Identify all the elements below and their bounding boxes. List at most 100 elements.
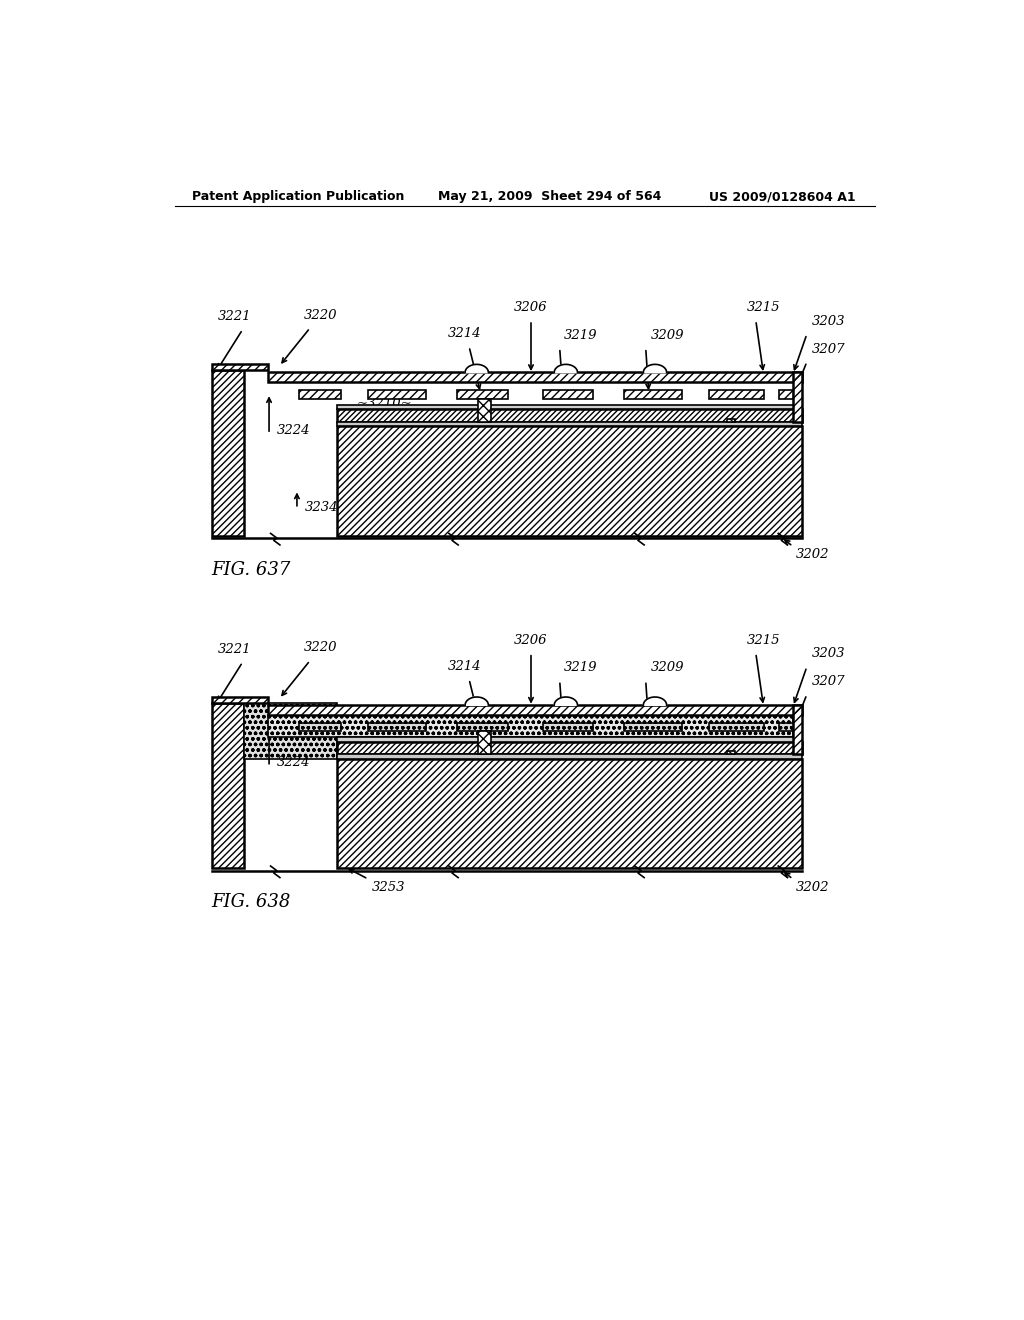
Bar — [543, 723, 593, 731]
Text: 3224: 3224 — [276, 424, 310, 437]
Bar — [212, 364, 267, 370]
Text: 3215: 3215 — [746, 301, 780, 314]
Text: 3234: 3234 — [305, 500, 338, 513]
Text: US 2009/0128604 A1: US 2009/0128604 A1 — [710, 190, 856, 203]
Text: 3203: 3203 — [812, 314, 845, 327]
Bar — [779, 723, 793, 731]
Text: 3209: 3209 — [650, 661, 684, 675]
Polygon shape — [643, 697, 667, 705]
Bar — [337, 426, 802, 536]
Bar — [245, 702, 337, 759]
Polygon shape — [554, 697, 578, 705]
Bar — [337, 405, 802, 409]
Text: 3224: 3224 — [276, 756, 310, 770]
Bar — [299, 723, 341, 731]
Bar — [624, 391, 682, 399]
Bar — [267, 372, 802, 383]
Bar — [624, 723, 682, 731]
Bar — [299, 391, 341, 399]
Text: 3219: 3219 — [563, 329, 597, 342]
Text: ~3210~: ~3210~ — [356, 397, 413, 409]
Bar — [624, 723, 682, 731]
Text: FIG. 638: FIG. 638 — [212, 894, 291, 911]
Bar — [458, 391, 508, 399]
Bar — [710, 391, 764, 399]
Text: 3207: 3207 — [812, 342, 845, 355]
Bar — [212, 364, 267, 370]
Bar — [369, 723, 426, 731]
Text: 3221: 3221 — [218, 310, 252, 323]
Text: 3219: 3219 — [563, 661, 597, 675]
Bar — [337, 742, 802, 755]
Bar — [369, 723, 426, 731]
Bar — [624, 391, 682, 399]
Text: 3206: 3206 — [514, 301, 548, 314]
Bar — [458, 723, 508, 731]
Bar — [212, 702, 245, 869]
Text: 3220: 3220 — [303, 642, 337, 655]
Bar — [267, 715, 793, 738]
Bar — [779, 391, 793, 399]
Bar — [267, 715, 793, 738]
Bar — [267, 705, 802, 715]
Bar — [458, 391, 508, 399]
Polygon shape — [643, 364, 667, 372]
Polygon shape — [465, 697, 488, 705]
Bar — [478, 399, 490, 422]
Bar — [793, 372, 802, 422]
Bar — [212, 702, 245, 869]
Bar — [267, 372, 802, 383]
Bar — [793, 705, 802, 755]
Text: May 21, 2009  Sheet 294 of 564: May 21, 2009 Sheet 294 of 564 — [438, 190, 662, 203]
Text: 3214: 3214 — [447, 660, 481, 673]
Bar — [779, 391, 793, 399]
Bar — [337, 422, 802, 426]
Bar — [727, 751, 735, 755]
Text: 3202: 3202 — [796, 548, 829, 561]
Bar — [458, 723, 508, 731]
Text: Patent Application Publication: Patent Application Publication — [191, 190, 403, 203]
Bar — [337, 759, 802, 869]
Text: 3203: 3203 — [812, 647, 845, 660]
Bar — [337, 409, 802, 422]
Bar — [337, 759, 802, 869]
Text: 3214: 3214 — [447, 327, 481, 341]
Bar — [369, 391, 426, 399]
Text: ~3210~: ~3210~ — [356, 730, 413, 742]
Polygon shape — [465, 364, 488, 372]
Bar — [337, 738, 802, 742]
Text: 3215: 3215 — [746, 634, 780, 647]
Bar — [710, 723, 764, 731]
Bar — [727, 418, 735, 422]
Text: 3253: 3253 — [372, 880, 406, 894]
Bar — [793, 705, 802, 755]
Bar — [337, 755, 802, 759]
Bar — [779, 723, 793, 731]
Bar — [727, 751, 735, 755]
Text: 3221: 3221 — [218, 643, 252, 656]
Bar — [543, 723, 593, 731]
Text: 3202: 3202 — [796, 880, 829, 894]
Text: 3209: 3209 — [650, 329, 684, 342]
Bar — [267, 705, 802, 715]
Bar — [543, 391, 593, 399]
Polygon shape — [554, 364, 578, 372]
Bar — [212, 370, 245, 536]
Bar — [337, 742, 802, 755]
Bar — [299, 723, 341, 731]
Bar — [478, 731, 490, 755]
Bar — [337, 426, 802, 536]
Bar — [710, 723, 764, 731]
Bar — [337, 409, 802, 422]
Bar — [299, 391, 341, 399]
Bar — [369, 391, 426, 399]
Bar — [793, 372, 802, 422]
Bar — [710, 391, 764, 399]
Bar — [212, 697, 267, 702]
Text: FIG. 637: FIG. 637 — [212, 561, 291, 578]
Bar — [212, 697, 267, 702]
Bar — [212, 370, 245, 536]
Bar — [478, 399, 490, 422]
Bar — [727, 418, 735, 422]
Text: 3220: 3220 — [303, 309, 337, 322]
